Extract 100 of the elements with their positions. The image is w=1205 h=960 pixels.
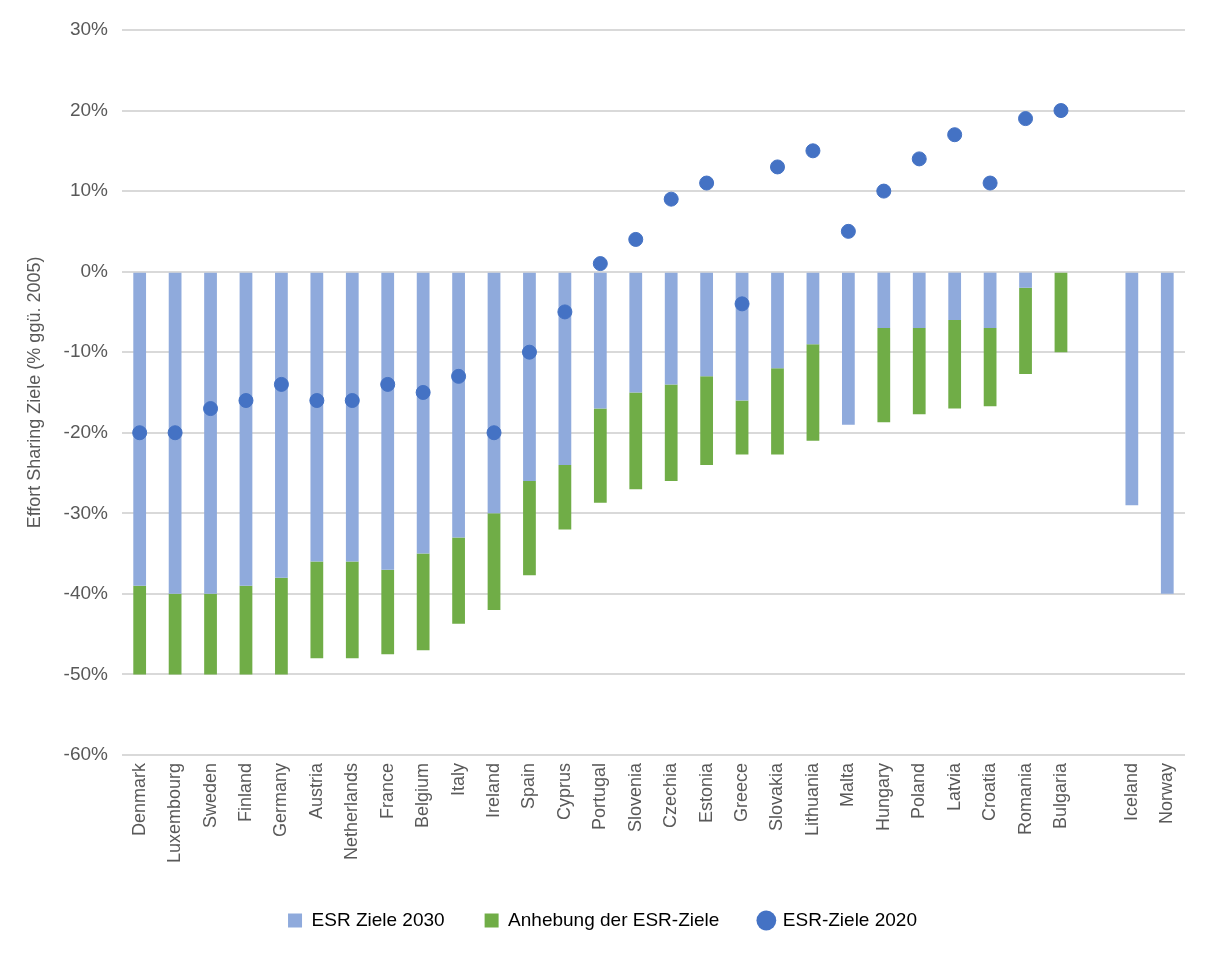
- bar: [345, 561, 359, 659]
- bar: [771, 368, 784, 455]
- bar: [452, 272, 465, 538]
- bar: [593, 272, 607, 409]
- y-tick-label: -50%: [63, 662, 109, 684]
- bar: [310, 561, 324, 659]
- point: [273, 376, 289, 392]
- bar: [912, 328, 926, 415]
- x-tick-label: Slovakia: [766, 761, 787, 831]
- bar: [133, 272, 147, 586]
- x-tick-label: Luxembourg: [164, 762, 185, 864]
- bar: [1019, 287, 1032, 374]
- x-tick-label: Spain: [518, 762, 539, 809]
- bar: [275, 272, 288, 578]
- x-tick-label: Romania: [1014, 761, 1035, 835]
- x-tick-label: Poland: [908, 762, 929, 819]
- point: [592, 256, 608, 272]
- bar: [345, 272, 359, 562]
- point: [521, 344, 537, 360]
- bar: [523, 481, 536, 576]
- x-tick-label: Slovenia: [624, 761, 645, 832]
- point: [415, 384, 431, 400]
- legend-label: ESR Ziele 2030: [311, 908, 445, 930]
- bar: [629, 272, 643, 393]
- point: [982, 175, 998, 191]
- point: [911, 151, 927, 167]
- bar: [416, 553, 430, 651]
- point: [1018, 111, 1034, 127]
- point: [132, 425, 148, 441]
- bar: [806, 272, 820, 345]
- bar: [416, 272, 430, 554]
- x-tick-label: Latvia: [943, 761, 964, 811]
- bar: [877, 328, 891, 423]
- point: [840, 223, 856, 239]
- bar: [700, 272, 714, 377]
- x-tick-label: Denmark: [128, 761, 149, 836]
- bar: [310, 272, 324, 562]
- bar: [381, 569, 395, 655]
- bar: [381, 272, 395, 570]
- bar: [629, 392, 643, 490]
- x-tick-label: Germany: [270, 762, 291, 837]
- point: [238, 393, 254, 409]
- bar: [452, 537, 465, 624]
- bar: [912, 272, 926, 329]
- bar: [983, 272, 997, 329]
- bar: [204, 593, 217, 675]
- x-tick-label: Belgium: [412, 762, 433, 828]
- y-tick-label: 10%: [69, 179, 109, 201]
- bar: [1160, 272, 1174, 594]
- y-axis-title: Effort Sharing Ziele (% ggü. 2005): [23, 256, 44, 529]
- bar: [948, 319, 962, 409]
- point: [1053, 103, 1069, 119]
- y-tick-label: 20%: [69, 98, 109, 120]
- bar: [877, 272, 891, 329]
- point: [203, 401, 219, 417]
- point: [380, 376, 396, 392]
- bar: [275, 577, 288, 675]
- x-tick-label: Lithuania: [801, 761, 822, 837]
- point: [344, 393, 360, 409]
- y-tick-label: -10%: [63, 340, 109, 362]
- bar: [558, 464, 572, 530]
- bar: [168, 593, 182, 675]
- x-tick-label: Czechia: [660, 761, 681, 828]
- bar: [948, 272, 962, 320]
- point: [486, 425, 502, 441]
- bar: [133, 585, 147, 675]
- point: [663, 191, 679, 207]
- x-tick-label: Cyprus: [553, 762, 574, 820]
- point: [876, 183, 892, 199]
- point: [734, 296, 750, 312]
- bar: [700, 376, 714, 465]
- bar: [204, 272, 217, 594]
- x-tick-label: Estonia: [695, 761, 716, 823]
- x-tick-label: Croatia: [979, 761, 1000, 821]
- x-tick-label: Austria: [305, 761, 326, 819]
- x-tick-label: Finland: [234, 762, 255, 822]
- point: [167, 425, 183, 441]
- bar: [983, 328, 997, 407]
- bar: [523, 272, 536, 482]
- point: [947, 127, 963, 143]
- y-tick-label: 30%: [69, 18, 109, 40]
- x-tick-label: France: [376, 762, 397, 819]
- point: [770, 159, 785, 175]
- bar: [664, 272, 678, 385]
- x-tick-label: Netherlands: [341, 762, 362, 860]
- x-tick-label: Italy: [447, 762, 468, 796]
- bar: [841, 272, 855, 425]
- x-tick-label: Greece: [731, 762, 752, 822]
- point: [309, 393, 325, 409]
- point: [557, 304, 573, 320]
- point: [628, 231, 644, 247]
- bar: [1125, 272, 1139, 506]
- x-tick-label: Norway: [1156, 762, 1177, 824]
- y-tick-label: -60%: [63, 743, 109, 765]
- point: [699, 175, 715, 191]
- x-tick-label: Portugal: [589, 762, 610, 830]
- bar: [1054, 272, 1068, 353]
- legend-label: ESR-Ziele 2020: [782, 908, 917, 930]
- y-tick-label: -20%: [63, 420, 109, 442]
- bar: [735, 400, 749, 455]
